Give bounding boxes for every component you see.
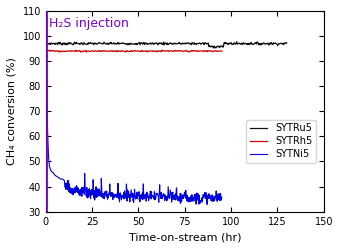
SYTNi5 (188, 200, 192, 203)
Line: SYTRh5: SYTRh5 (42, 50, 222, 52)
SYTRh5 (96, 50, 100, 53)
SYTRu5 (242, 42, 246, 45)
SYTRh5 (216, 50, 220, 53)
SYTRh5 (40, 48, 44, 51)
Legend: SYTRu5, SYTRh5, SYTNi5: SYTRu5, SYTRh5, SYTNi5 (246, 120, 316, 163)
Y-axis label: CH₄ conversion (%): CH₄ conversion (%) (7, 57, 17, 165)
SYTRu5 (194, 43, 198, 46)
SYTRu5 (172, 42, 176, 45)
SYTNi5 (220, 196, 224, 199)
SYTRh5 (220, 50, 224, 53)
SYTNi5 (156, 196, 160, 199)
SYTRh5 (168, 50, 172, 53)
SYTRu5 (235, 40, 239, 43)
SYTRu5 (40, 42, 44, 45)
SYTNi5 (114, 195, 118, 198)
SYTNi5 (198, 201, 202, 204)
SYTRu5 (212, 47, 216, 50)
SYTRh5 (184, 49, 188, 52)
SYTNi5 (219, 199, 223, 202)
SYTNi5 (122, 194, 126, 197)
SYTNi5 (194, 203, 198, 206)
SYTRh5 (46, 49, 50, 52)
X-axis label: Time-on-stream (hr): Time-on-stream (hr) (129, 232, 241, 242)
Line: SYTRu5: SYTRu5 (42, 42, 287, 48)
SYTRu5 (168, 42, 172, 45)
Text: H₂S injection: H₂S injection (49, 17, 129, 30)
SYTRu5 (73, 42, 77, 45)
SYTRu5 (259, 44, 263, 47)
SYTNi5 (40, 48, 44, 51)
SYTRu5 (285, 41, 289, 44)
SYTRh5 (156, 50, 160, 53)
SYTNi5 (44, 35, 48, 38)
SYTRh5 (84, 51, 88, 54)
Line: SYTNi5: SYTNi5 (42, 36, 222, 204)
